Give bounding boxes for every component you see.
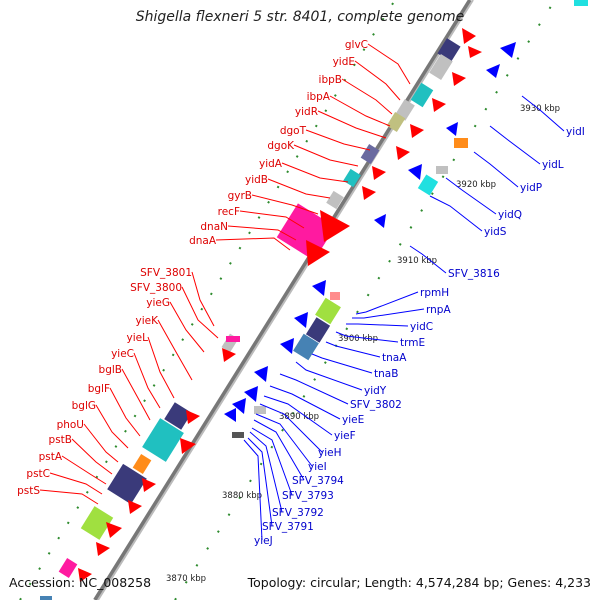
kbp-labels: 3930 kbp 3920 kbp 3910 kbp 3900 kbp 3890… <box>166 104 560 584</box>
gene-label: tnaA <box>382 352 407 364</box>
gene-label: dgoT <box>280 125 307 137</box>
reverse-genes <box>40 42 516 600</box>
gene-label: yidE <box>333 56 355 68</box>
gene-label: yidY <box>364 385 387 397</box>
right-leader-lines <box>243 95 565 541</box>
map-title: Shigella flexneri 5 str. 8401, complete … <box>135 9 465 25</box>
gene-label: SFV_3792 <box>272 507 324 519</box>
gene-label: yidI <box>566 126 585 138</box>
accession-label: Accession: NC_008258 <box>9 575 152 590</box>
gene-label: yieL <box>127 332 149 344</box>
gene-label: dnaA <box>189 235 217 247</box>
gene-label: pstB <box>49 434 72 446</box>
gene-label: yieK <box>136 315 160 327</box>
gene-label: SFV_3791 <box>262 521 314 533</box>
gene-label: SFV_3793 <box>282 490 334 502</box>
genome-backbone-shade <box>97 0 474 600</box>
genome-backbone <box>93 0 472 600</box>
gene-label: yieJ <box>254 535 273 547</box>
gene-label: yidQ <box>498 209 522 221</box>
gene-label: SFV_3816 <box>448 268 500 280</box>
gene-label: yieH <box>318 447 342 459</box>
gene-label: yidA <box>259 158 283 170</box>
gene-label: yidL <box>542 159 564 171</box>
gene-label: SFV_3802 <box>350 399 402 411</box>
gene-label: pstA <box>39 451 63 463</box>
gene-label: bglG <box>72 400 96 412</box>
gene-label: rpmH <box>420 287 449 299</box>
left-gene-labels: glvC yidE ibpB ibpA yidR dgoT dgoK yidA … <box>17 39 368 497</box>
gene-label: rnpA <box>426 304 451 316</box>
gene-label: recF <box>218 206 240 218</box>
kbp-label: 3900 kbp <box>338 334 378 344</box>
gene-label: pstC <box>26 468 50 480</box>
gene-label: bglB <box>99 364 122 376</box>
gene-label: tnaB <box>374 368 398 380</box>
gene-label: yieF <box>334 430 356 442</box>
kbp-label: 3910 kbp <box>397 256 437 266</box>
outer-tick-track <box>174 0 556 600</box>
kbp-label: 3920 kbp <box>456 180 496 190</box>
gene-label: SFV_3801 <box>140 267 192 279</box>
left-leader-lines <box>39 43 411 505</box>
gene-label: dgoK <box>267 140 295 152</box>
gene-label: dnaN <box>200 221 228 233</box>
gene-label: yieC <box>111 348 134 360</box>
right-gene-labels: yidI yidL yidP yidQ yidS SFV_3816 rpmH r… <box>254 126 585 547</box>
kbp-label: 3890 kbp <box>279 412 319 422</box>
kbp-label: 3880 kbp <box>222 491 262 501</box>
gene-label: bglF <box>88 383 110 395</box>
gene-label: phoU <box>57 419 84 431</box>
top-right-gene-block <box>574 0 588 6</box>
gene-label: SFV_3800 <box>130 282 182 294</box>
gene-label: SFV_3794 <box>292 475 344 487</box>
gene-label: gyrB <box>228 190 252 202</box>
gene-label: trmE <box>400 337 425 349</box>
gene-label: ibpB <box>319 74 342 86</box>
kbp-label: 3930 kbp <box>520 104 560 114</box>
gene-label: yieE <box>342 414 364 426</box>
gene-label: yidS <box>484 226 507 238</box>
gene-label: yidB <box>245 174 268 186</box>
gene-label: yieG <box>146 297 170 309</box>
gene-label: glvC <box>345 39 368 51</box>
gene-label: pstS <box>17 485 40 497</box>
gene-label: yieI <box>308 461 327 473</box>
kbp-label: 3870 kbp <box>166 574 206 584</box>
forward-genes <box>58 28 482 582</box>
topology-label: Topology: circular; Length: 4,574,284 bp… <box>247 575 591 590</box>
gene-label: yidC <box>410 321 433 333</box>
gene-label: ibpA <box>307 91 331 103</box>
gene-label: yidP <box>520 182 542 194</box>
gene-label: yidR <box>295 106 318 118</box>
